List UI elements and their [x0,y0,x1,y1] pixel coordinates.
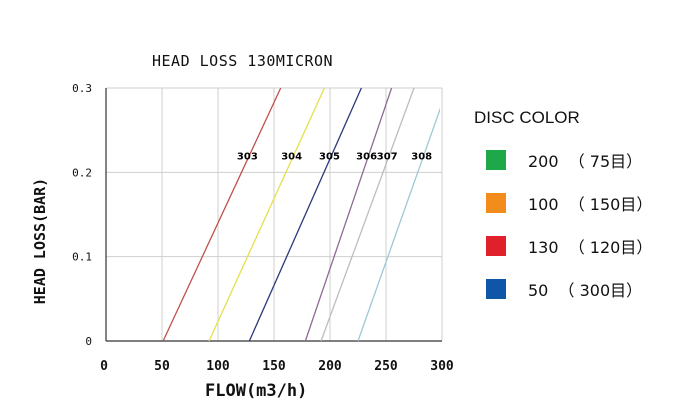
series-line-308 [357,107,440,342]
legend-title: DISC COLOR [474,108,580,127]
x-tick-label: 250 [374,359,398,374]
y-tick-label: 0.3 [72,82,92,95]
legend-label: 100 （ 150目） [528,195,653,214]
series-label-306: 306 [356,151,377,162]
series-label-303: 303 [237,151,258,162]
series-line-305 [248,87,362,342]
y-tick-label: 0.2 [72,166,92,179]
x-tick-label: 300 [430,359,454,374]
series-label-305: 305 [319,151,340,162]
legend-label: 200 （ 75目） [528,152,643,171]
series-line-304 [208,87,325,342]
legend-label: 130 （ 120目） [528,238,653,257]
legend-item-50: 50 （ 300目） [474,275,652,303]
legend-item-100: 100 （ 150目） [474,189,652,217]
series-group [162,87,440,342]
x-tick-label: 100 [206,359,230,374]
x-tick-label: 50 [154,359,170,374]
legend-item-200: 200 （ 75目） [474,146,652,174]
series-label-304: 304 [281,151,302,162]
y-tick-label: 0 [85,335,92,348]
x-axis-title: FLOW(m3/h) [205,381,308,401]
x-tick-label: 200 [318,359,342,374]
legend-label: 50 （ 300目） [528,281,643,300]
y-axis-title: HEAD LOSS(BAR) [31,177,49,305]
legend: DISC COLOR 200 （ 75目） 100 （ 150目） 130 （ … [474,108,652,318]
y-tick-label: 0.1 [72,251,92,264]
series-line-307 [320,87,415,342]
legend-swatch-red [486,236,506,256]
series-label-307: 307 [377,151,398,162]
series-line-306 [304,87,393,342]
series-label-308: 308 [411,151,432,162]
x-tick-label: 150 [262,359,286,374]
chart-title: HEAD LOSS 130MICRON [152,52,334,70]
legend-swatch-green [486,150,506,170]
legend-item-130: 130 （ 120目） [474,232,652,260]
legend-swatch-blue [486,279,506,299]
series-line-303 [162,87,282,342]
legend-swatch-orange [486,193,506,213]
x-tick-label: 0 [100,359,108,374]
